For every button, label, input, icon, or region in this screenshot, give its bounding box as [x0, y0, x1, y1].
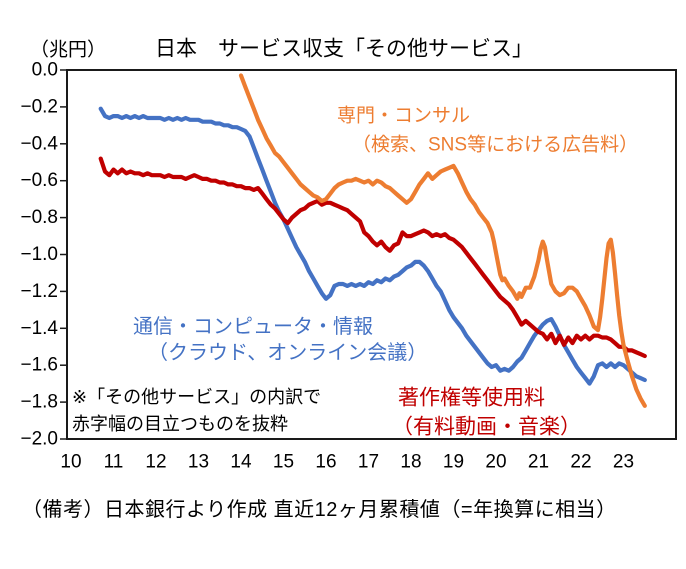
- x-tick-label: 10: [60, 452, 81, 473]
- y-tick-label: −0.8: [20, 207, 58, 228]
- y-tick-label: −2.0: [20, 429, 58, 450]
- y-tick-label: −1.2: [20, 281, 58, 302]
- x-tick-label: 17: [358, 452, 379, 473]
- note-line2: 赤字幅の目立つものを抜粋: [72, 414, 288, 434]
- x-tick-label: 23: [613, 452, 634, 473]
- y-tick-label: −0.6: [20, 170, 58, 191]
- x-tick-label: 22: [570, 452, 591, 473]
- y-tick-label: −0.4: [20, 133, 58, 154]
- series-label-consulting-line2: （検索、SNS等における広告料）: [352, 134, 638, 156]
- series-label-copyright-line2: （有料動画・音楽）: [392, 416, 581, 439]
- y-tick-label: −1.4: [20, 318, 58, 339]
- series-line-copyright: [98, 156, 647, 359]
- x-tick-label: 21: [528, 452, 549, 473]
- x-tick-label: 19: [443, 452, 464, 473]
- y-tick-label: −0.2: [20, 96, 58, 117]
- plot-area: [66, 69, 677, 440]
- source-note: （備考）日本銀行より作成 直近12ヶ月累積値（=年換算に相当）: [22, 498, 617, 521]
- chart-title: 日本 サービス収支「その他サービス」: [155, 38, 533, 61]
- x-axis-labels: 10 11 12 13 14 15 16 17 18 19 20 21 22 2…: [60, 452, 634, 473]
- x-tick-label: 11: [104, 452, 124, 473]
- series-label-telecom-line2: （クラウド、オンライン会議）: [148, 341, 427, 364]
- y-tick-label: 0.0: [32, 60, 58, 81]
- x-tick-label: 13: [188, 452, 209, 473]
- y-tick-label: −1.6: [20, 355, 58, 376]
- y-tick-label: −1.8: [20, 392, 58, 413]
- x-tick-label: 18: [400, 452, 421, 473]
- x-tick-label: 12: [145, 452, 166, 473]
- x-tick-label: 16: [315, 452, 336, 473]
- series-line-telecom: [98, 106, 647, 386]
- series-label-telecom-line1: 通信・コンピュータ・情報: [133, 315, 373, 338]
- x-tick-label: 20: [485, 452, 506, 473]
- series-lines: [98, 73, 647, 408]
- y-tick-label: −1.0: [20, 244, 58, 265]
- x-tick-label: 14: [230, 452, 252, 473]
- y-axis-ticks: [60, 69, 67, 440]
- series-label-consulting-line1: 専門・コンサル: [337, 105, 470, 127]
- y-axis-unit-label: （兆円）: [30, 39, 106, 61]
- series-label-copyright-line1: 著作権等使用料: [398, 387, 545, 410]
- y-axis-labels: 0.0 −0.2 −0.4 −0.6 −0.8 −1.0 −1.2 −1.4 −…: [20, 60, 58, 450]
- note-line1: ※「その他サービス」の内訳で: [72, 387, 321, 407]
- x-tick-label: 15: [273, 452, 294, 473]
- series-line-consulting: [238, 73, 647, 408]
